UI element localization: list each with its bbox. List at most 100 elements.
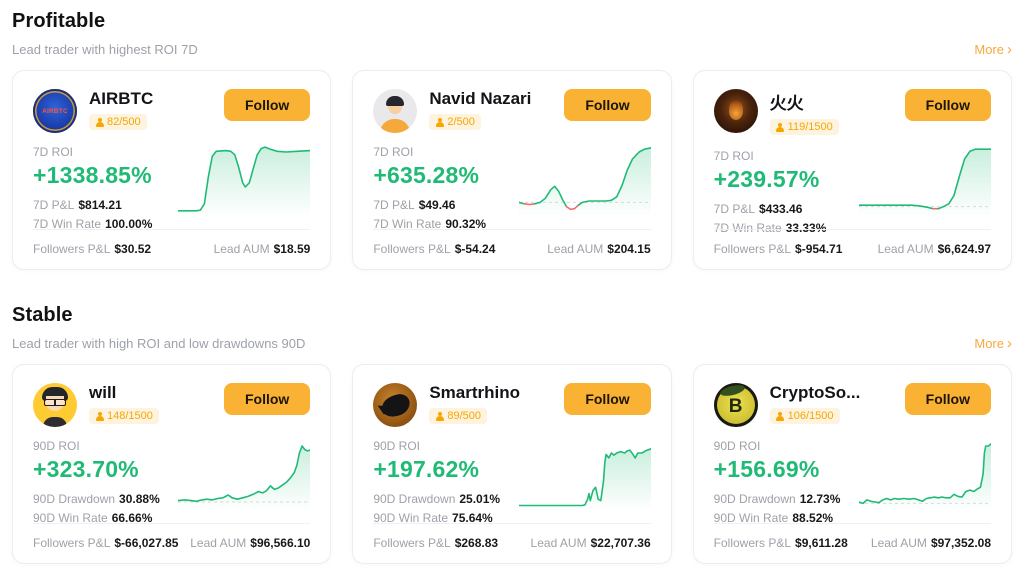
- roi-sparkline-chart: [859, 148, 991, 217]
- roi-label: 90D ROI: [713, 439, 761, 453]
- more-link[interactable]: More ›: [974, 336, 1012, 351]
- trader-card[interactable]: B CryptoSo... 106/1500 Follow 90D ROI +1…: [692, 364, 1012, 564]
- lead-aum-value: $97,352.08: [930, 536, 991, 550]
- copy-trading-page: Profitable Lead trader with highest ROI …: [12, 10, 1012, 564]
- roi-label: 90D ROI: [373, 439, 421, 453]
- stat-1-label: 90D Drawdown: [373, 492, 456, 506]
- followers-pnl-value: $30.52: [114, 242, 152, 256]
- trader-stats: 7D ROI +239.57% 7D P&L $433.46 7D Win Rat…: [713, 137, 851, 235]
- lead-aum-value: $22,707.36: [590, 536, 651, 550]
- lead-aum: Lead AUM $96,566.10: [190, 536, 310, 550]
- trader-name: Smartrhino: [429, 383, 521, 402]
- stat-1-label: 90D Drawdown: [33, 492, 116, 506]
- section-title: Stable: [12, 304, 73, 326]
- stat-row-2: 90D Win Rate 66.66%: [33, 509, 170, 528]
- follow-button[interactable]: Follow: [224, 89, 311, 121]
- followers-badge: 148/1500: [89, 408, 159, 424]
- stat-1-value: 12.73%: [799, 492, 841, 506]
- trader-card[interactable]: AIRBTC AIRBTC 82/500 Follow 7D ROI +1338…: [12, 70, 332, 270]
- stat-row-1: 90D Drawdown 25.01%: [373, 490, 510, 509]
- follow-button[interactable]: Follow: [904, 383, 991, 415]
- stat-row-1: 7D P&L $49.46: [373, 196, 510, 215]
- lead-aum: Lead AUM $204.15: [547, 242, 650, 256]
- card-divider: [33, 229, 311, 230]
- trader-card[interactable]: Smartrhino 89/500 Follow 90D ROI +197.62…: [352, 364, 672, 564]
- roi-label: 7D ROI: [373, 145, 414, 159]
- card-body: 7D ROI +1338.85% 7D P&L $814.21 7D Win Ra…: [33, 133, 311, 231]
- roi-value: +1338.85%: [33, 162, 152, 188]
- chevron-right-icon: ›: [1007, 335, 1012, 352]
- stat-2-label: 7D Win Rate: [713, 220, 782, 235]
- followers-pnl-label: Followers P&L: [33, 242, 111, 256]
- trader-avatar: [713, 89, 758, 133]
- followers-badge: 106/1500: [769, 408, 840, 424]
- stat-2-label: 90D Win Rate: [373, 511, 449, 525]
- trader-card[interactable]: 火火 119/1500 Follow 7D ROI +239.57% 7D P&…: [692, 70, 1012, 270]
- person-icon: [95, 411, 104, 421]
- card-footer: Followers P&L $9,611.28 Lead AUM $97,352.0…: [714, 524, 991, 550]
- person-icon: [435, 411, 444, 421]
- section-header: Profitable Lead trader with highest ROI …: [12, 10, 1012, 57]
- roi-sparkline-chart: [178, 146, 311, 217]
- roi-value: +323.70%: [33, 456, 139, 482]
- follow-button[interactable]: Follow: [564, 383, 651, 415]
- more-link-label: More: [974, 42, 1004, 57]
- follow-button[interactable]: Follow: [224, 383, 311, 415]
- cards-grid: will 148/1500 Follow 90D ROI +323.70% 90…: [12, 364, 1012, 564]
- followers-pnl-label: Followers P&L: [373, 536, 451, 550]
- followers-pnl-label: Followers P&L: [713, 536, 792, 550]
- followers-pnl-label: Followers P&L: [33, 536, 111, 550]
- follow-button[interactable]: Follow: [904, 89, 991, 121]
- lead-aum-value: $204.15: [607, 242, 651, 256]
- followers-badge: 89/500: [429, 408, 487, 424]
- card-header: will 148/1500 Follow: [33, 383, 311, 427]
- stat-1-label: 7D P&L: [373, 198, 415, 212]
- stat-1-value: $814.21: [78, 198, 122, 212]
- trader-stats: 90D ROI +323.70% 90D Drawdown 30.88% 90D …: [33, 427, 170, 525]
- lead-aum-value: $96,566.10: [250, 536, 311, 550]
- stat-1-label: 7D P&L: [713, 201, 756, 216]
- followers-pnl: Followers P&L $-54.24: [373, 242, 495, 256]
- stat-2-value: 75.64%: [452, 511, 493, 525]
- trader-section: Stable Lead trader with high ROI and low…: [12, 304, 1012, 564]
- trader-identity: AIRBTC 82/500: [89, 89, 153, 132]
- trader-name: 火火: [769, 94, 804, 113]
- stat-row-1: 7D P&L $814.21: [33, 196, 170, 215]
- follow-button[interactable]: Follow: [564, 89, 651, 121]
- more-link[interactable]: More ›: [974, 42, 1012, 57]
- roi-sparkline-chart: [518, 448, 651, 511]
- roi-sparkline-chart: [178, 445, 311, 511]
- card-body: 7D ROI +635.28% 7D P&L $49.46 7D Win Rate…: [373, 133, 651, 231]
- followers-pnl-label: Followers P&L: [373, 242, 451, 256]
- stat-1-label: 90D Drawdown: [713, 492, 796, 506]
- followers-pnl: Followers P&L $-954.71: [714, 242, 843, 256]
- lead-aum: Lead AUM $18.59: [214, 242, 311, 256]
- avatar-part: [43, 417, 67, 427]
- followers-count: 119/1500: [787, 121, 833, 133]
- trader-card[interactable]: will 148/1500 Follow 90D ROI +323.70% 90…: [12, 364, 332, 564]
- avatar-glyph: AIRBTC: [42, 107, 68, 115]
- stat-2-label: 90D Win Rate: [713, 511, 789, 525]
- stat-1-value: 30.88%: [119, 492, 160, 506]
- trader-identity: CryptoSo... 106/1500: [769, 383, 860, 426]
- roi-label: 7D ROI: [713, 148, 754, 163]
- section-header-text: Stable Lead trader with high ROI and low…: [12, 304, 305, 351]
- trader-name: AIRBTC: [89, 89, 154, 108]
- followers-badge: 2/500: [429, 114, 481, 130]
- card-header: B CryptoSo... 106/1500 Follow: [713, 383, 991, 427]
- stat-2-value: 100.00%: [105, 217, 153, 231]
- cards-grid: AIRBTC AIRBTC 82/500 Follow 7D ROI +1338…: [12, 70, 1012, 270]
- card-divider: [373, 523, 651, 524]
- card-footer: Followers P&L $-54.24 Lead AUM $204.15: [373, 230, 650, 256]
- card-divider: [33, 523, 311, 524]
- stat-1-value: 25.01%: [459, 492, 501, 506]
- stat-row-2: 90D Win Rate 88.52%: [714, 509, 851, 528]
- trader-identity: 火火 119/1500: [769, 89, 839, 137]
- followers-pnl-value: $-54.24: [454, 242, 496, 256]
- roi-value: +156.69%: [713, 456, 820, 482]
- stat-2-value: 33.33%: [785, 220, 827, 235]
- followers-count: 82/500: [107, 116, 141, 128]
- trader-avatar: [373, 383, 418, 427]
- trader-card[interactable]: Navid Nazari 2/500 Follow 7D ROI +635.28…: [352, 70, 672, 270]
- stat-row-2: 7D Win Rate 90.32%: [373, 215, 510, 234]
